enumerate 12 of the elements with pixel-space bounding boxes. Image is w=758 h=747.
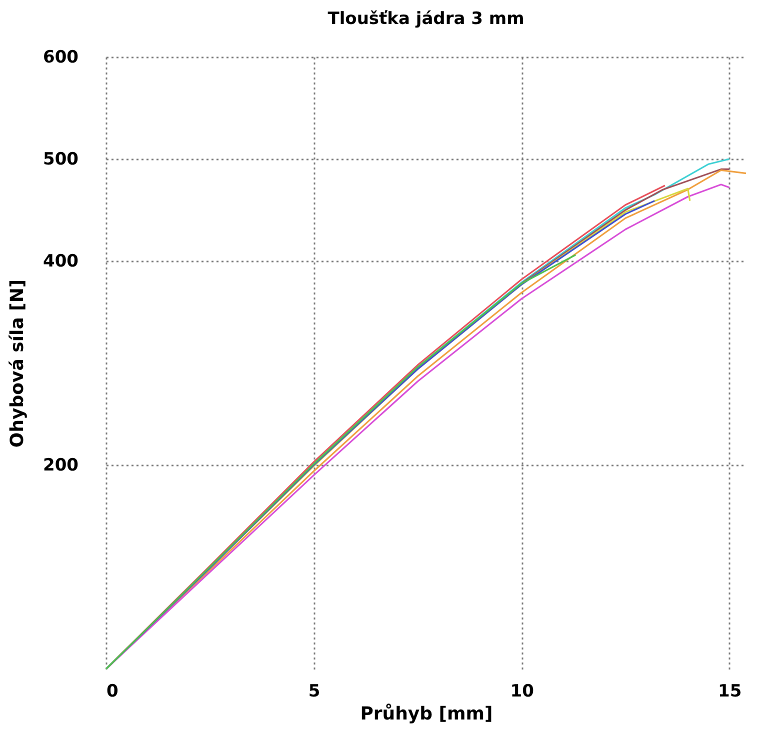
y-tick-label: 200 <box>43 456 79 476</box>
x-tick-label: 15 <box>718 682 742 702</box>
y-axis-title: Ohybová síla [N] <box>7 279 28 448</box>
chart-title: Tloušťka jádra 3 mm <box>328 9 524 29</box>
y-tick-label: 600 <box>43 48 79 68</box>
x-tick-label: 5 <box>308 682 320 702</box>
x-tick-label: 0 <box>106 682 118 702</box>
x-axis-title: Průhyb [mm] <box>360 704 493 724</box>
y-tick-label: 500 <box>43 150 79 170</box>
y-tick-label: 400 <box>43 252 79 272</box>
x-tick-label: 10 <box>510 682 534 702</box>
line-series <box>105 254 576 670</box>
